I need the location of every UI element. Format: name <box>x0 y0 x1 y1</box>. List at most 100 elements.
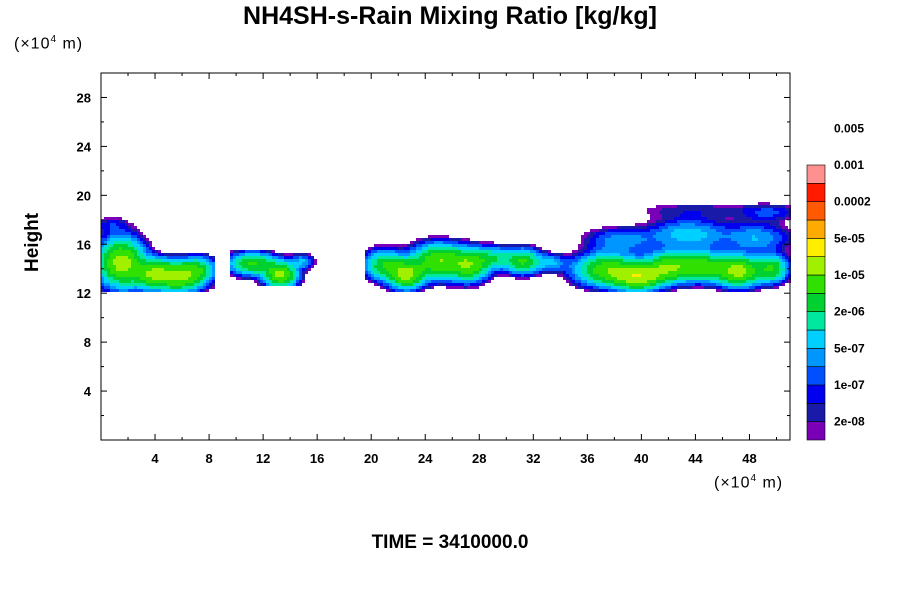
field-cell <box>710 235 713 238</box>
field-cell <box>119 271 122 274</box>
field-cell <box>695 268 698 271</box>
field-cell <box>659 214 662 217</box>
field-cell <box>779 232 782 235</box>
field-cell <box>548 259 551 262</box>
field-cell <box>716 247 719 250</box>
field-cell <box>368 247 371 250</box>
field-cell <box>755 268 758 271</box>
field-cell <box>401 280 404 283</box>
field-cell <box>707 259 710 262</box>
field-cell <box>209 265 212 268</box>
field-cell <box>602 232 605 235</box>
field-cell <box>647 232 650 235</box>
field-cell <box>287 274 290 277</box>
field-cell <box>737 289 740 292</box>
field-cell <box>680 256 683 259</box>
field-cell <box>122 277 125 280</box>
field-cell <box>710 274 713 277</box>
field-cell <box>647 229 650 232</box>
field-cell <box>398 277 401 280</box>
field-cell <box>617 271 620 274</box>
field-cell <box>590 256 593 259</box>
field-cell <box>653 223 656 226</box>
field-cell <box>437 274 440 277</box>
field-cell <box>569 262 572 265</box>
field-cell <box>746 250 749 253</box>
field-cell <box>197 280 200 283</box>
field-cell <box>299 283 302 286</box>
field-cell <box>161 265 164 268</box>
field-cell <box>482 262 485 265</box>
field-cell <box>449 274 452 277</box>
field-cell <box>152 253 155 256</box>
field-cell <box>377 256 380 259</box>
field-cell <box>686 235 689 238</box>
field-cell <box>590 286 593 289</box>
field-cell <box>596 232 599 235</box>
field-cell <box>710 286 713 289</box>
field-cell <box>749 271 752 274</box>
field-cell <box>785 235 788 238</box>
field-cell <box>377 247 380 250</box>
field-cell <box>725 208 728 211</box>
field-cell <box>161 259 164 262</box>
field-cell <box>233 271 236 274</box>
field-cell <box>476 247 479 250</box>
field-cell <box>758 283 761 286</box>
field-cell <box>737 271 740 274</box>
field-cell <box>785 271 788 274</box>
field-cell <box>749 223 752 226</box>
field-cell <box>179 289 182 292</box>
field-cell <box>683 238 686 241</box>
field-cell <box>518 244 521 247</box>
field-cell <box>749 214 752 217</box>
field-cell <box>623 244 626 247</box>
field-cell <box>722 256 725 259</box>
field-cell <box>626 256 629 259</box>
field-cell <box>584 283 587 286</box>
field-cell <box>677 226 680 229</box>
field-cell <box>134 238 137 241</box>
field-cell <box>635 232 638 235</box>
field-cell <box>734 253 737 256</box>
field-cell <box>125 274 128 277</box>
field-cell <box>287 268 290 271</box>
field-cell <box>122 250 125 253</box>
field-cell <box>194 268 197 271</box>
field-cell <box>539 259 542 262</box>
field-cell <box>632 253 635 256</box>
colorbar-swatch <box>806 238 826 257</box>
field-cell <box>290 268 293 271</box>
field-cell <box>689 250 692 253</box>
field-cell <box>239 256 242 259</box>
field-cell <box>236 277 239 280</box>
field-cell <box>170 265 173 268</box>
field-cell <box>602 268 605 271</box>
field-cell <box>752 220 755 223</box>
field-cell <box>698 220 701 223</box>
field-cell <box>242 274 245 277</box>
field-cell <box>164 286 167 289</box>
field-cell <box>185 256 188 259</box>
field-cell <box>722 235 725 238</box>
field-cell <box>629 283 632 286</box>
field-cell <box>611 256 614 259</box>
field-cell <box>440 256 443 259</box>
field-cell <box>629 271 632 274</box>
field-cell <box>371 277 374 280</box>
field-cell <box>194 286 197 289</box>
field-cell <box>380 271 383 274</box>
field-cell <box>293 259 296 262</box>
field-cell <box>419 268 422 271</box>
field-cell <box>446 244 449 247</box>
field-cell <box>707 235 710 238</box>
field-cell <box>392 256 395 259</box>
x-tick-label: 20 <box>364 451 378 466</box>
field-cell <box>125 226 128 229</box>
field-cell <box>536 274 539 277</box>
field-cell <box>413 241 416 244</box>
field-cell <box>140 280 143 283</box>
field-cell <box>602 235 605 238</box>
field-cell <box>716 277 719 280</box>
field-cell <box>113 238 116 241</box>
